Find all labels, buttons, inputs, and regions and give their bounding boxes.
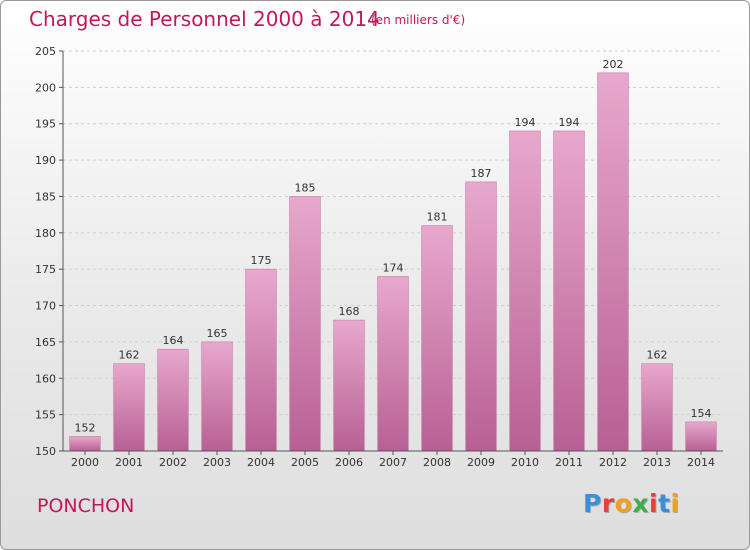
bar-value-label: 202 xyxy=(603,58,624,71)
y-tick-label: 185 xyxy=(35,190,56,203)
x-tick-label: 2006 xyxy=(335,456,363,469)
x-tick-label: 2007 xyxy=(379,456,407,469)
commune-name: PONCHON xyxy=(37,495,135,517)
y-tick-label: 175 xyxy=(35,263,56,276)
chart-subtitle: (en milliers d'€) xyxy=(371,13,466,27)
x-tick-label: 2005 xyxy=(291,456,319,469)
logo-letter: i xyxy=(670,489,680,518)
bar-value-label: 164 xyxy=(163,334,184,347)
x-tick-label: 2012 xyxy=(599,456,627,469)
bar xyxy=(201,341,233,452)
bar xyxy=(245,268,277,452)
x-tick-label: 2003 xyxy=(203,456,231,469)
x-tick-label: 2010 xyxy=(511,456,539,469)
x-tick-label: 2004 xyxy=(247,456,275,469)
bar-value-label: 187 xyxy=(471,167,492,180)
bar-value-label: 194 xyxy=(515,116,536,129)
bar-value-label: 194 xyxy=(559,116,580,129)
bar xyxy=(597,72,629,452)
y-tick-label: 195 xyxy=(35,118,56,131)
bar xyxy=(113,363,145,452)
y-tick-label: 155 xyxy=(35,409,56,422)
bar xyxy=(641,363,673,452)
bar-value-label: 168 xyxy=(339,305,360,318)
bar xyxy=(421,225,453,452)
y-tick-label: 180 xyxy=(35,227,56,240)
x-tick-label: 2001 xyxy=(115,456,143,469)
bar-value-label: 181 xyxy=(427,211,448,224)
logo-letter: t xyxy=(658,489,671,518)
bars xyxy=(69,72,717,452)
logo-letter: r xyxy=(601,489,615,518)
x-tick-label: 2014 xyxy=(687,456,715,469)
y-tick-label: 165 xyxy=(35,336,56,349)
proxiti-logo: Proxiti xyxy=(583,489,680,518)
logo-letter: P xyxy=(583,489,602,518)
bar-value-label: 175 xyxy=(251,254,272,267)
x-tick-label: 2011 xyxy=(555,456,583,469)
y-tick-label: 170 xyxy=(35,300,56,313)
x-tick-label: 2013 xyxy=(643,456,671,469)
labels: 150 155 160 165 170 175 180 185 190 195 200 205 2000… xyxy=(35,45,715,469)
bar xyxy=(509,130,541,452)
y-tick-label: 160 xyxy=(35,372,56,385)
y-tick-label: 150 xyxy=(35,445,56,458)
bar xyxy=(157,348,189,452)
bar-value-label: 154 xyxy=(691,407,712,420)
logo-letter: x xyxy=(632,489,649,518)
bar xyxy=(69,436,101,452)
x-tick-label: 2002 xyxy=(159,456,187,469)
bar-value-label: 185 xyxy=(295,181,316,194)
bar xyxy=(553,130,585,452)
bar xyxy=(685,421,717,452)
axes xyxy=(59,50,723,455)
x-tick-label: 2009 xyxy=(467,456,495,469)
bar xyxy=(289,196,321,452)
y-tick-label: 200 xyxy=(35,81,56,94)
bar-value-label: 165 xyxy=(207,327,228,340)
bar xyxy=(465,181,497,452)
x-tick-label: 2008 xyxy=(423,456,451,469)
chart-title: Charges de Personnel 2000 à 2014 xyxy=(29,7,380,31)
x-tick-label: 2000 xyxy=(71,456,99,469)
bar xyxy=(333,319,365,452)
logo-letter: o xyxy=(614,489,633,518)
logo-letter: i xyxy=(649,489,659,518)
y-tick-label: 190 xyxy=(35,154,56,167)
y-tick-label: 205 xyxy=(35,45,56,58)
bar xyxy=(377,276,409,452)
bar-value-label: 162 xyxy=(647,349,668,362)
bar-value-label: 152 xyxy=(75,421,96,434)
bar-value-label: 162 xyxy=(119,349,140,362)
bar-value-label: 174 xyxy=(383,261,404,274)
